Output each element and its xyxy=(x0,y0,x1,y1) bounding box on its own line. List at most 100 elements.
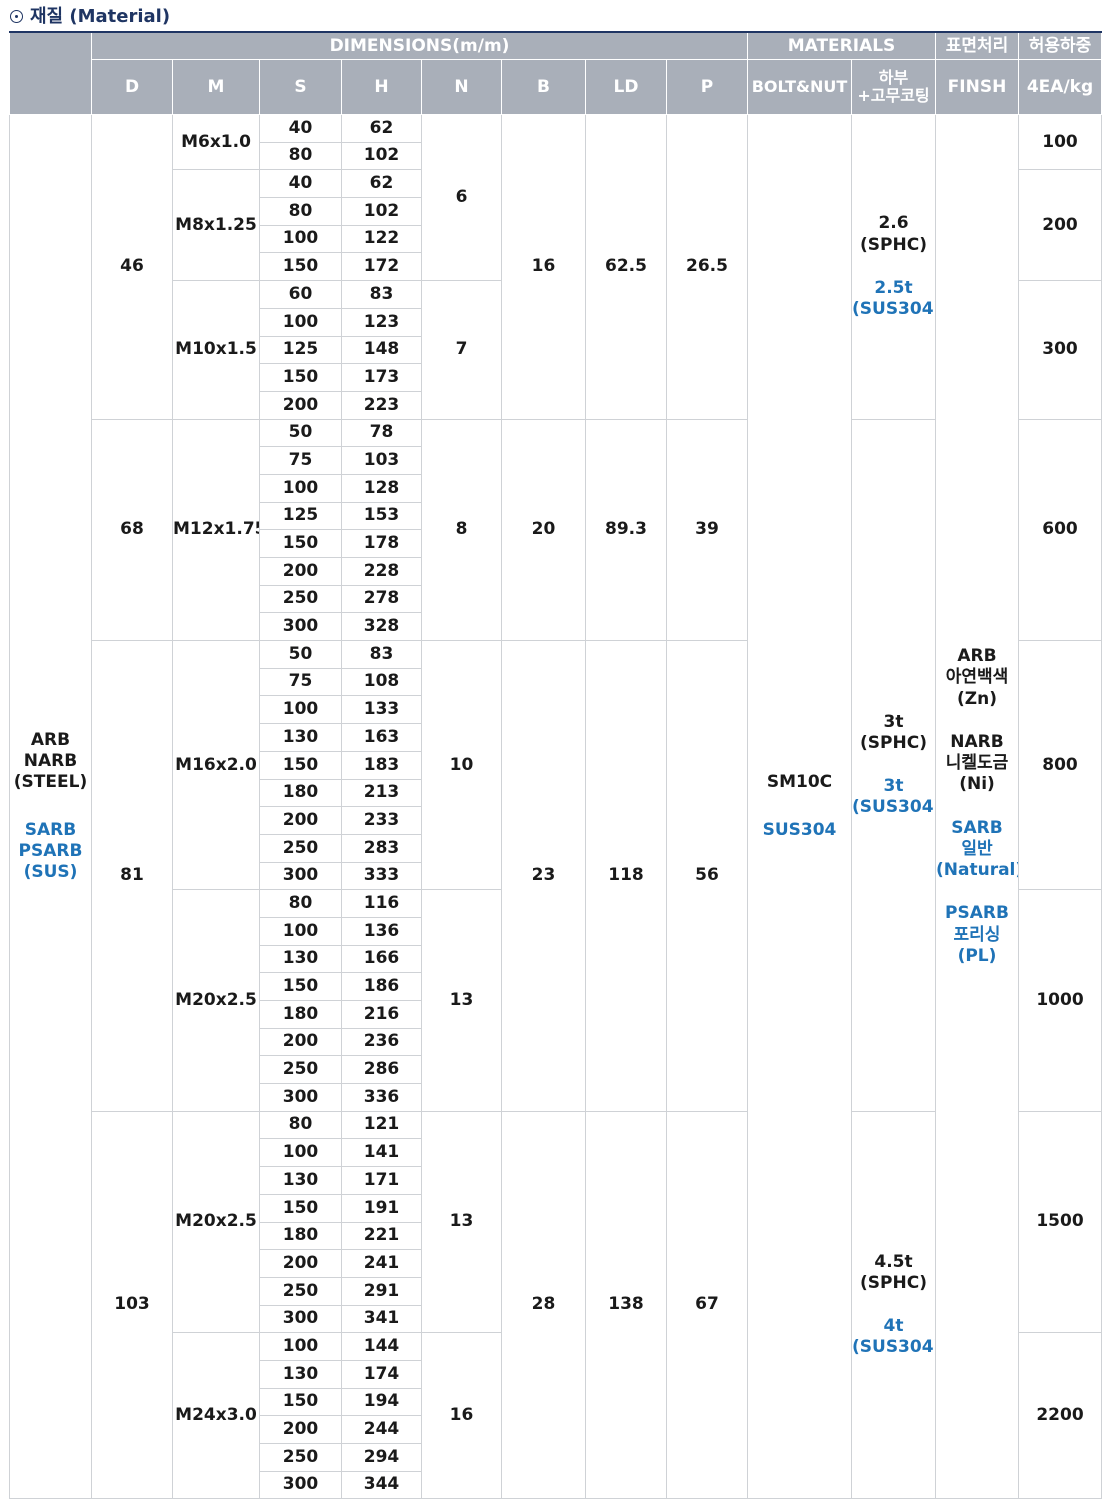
load-cell: 800 xyxy=(1018,640,1102,891)
table-row: 75 108 xyxy=(10,667,1102,697)
header-finish: FINSH xyxy=(935,59,1019,115)
table-row: 68 M12x1.75 50 78 8 20 89.3 39 3t (SPHC) 3t (SUS304… xyxy=(10,418,1102,1112)
finish-arb-line: 아연백색 xyxy=(945,667,1009,688)
s-cell: 75 xyxy=(259,667,342,697)
n-cell: 6 xyxy=(421,113,502,282)
s-cell: 80 xyxy=(259,197,342,226)
load-cell: 600 xyxy=(1018,418,1102,642)
finish-psarb-line: PSARB xyxy=(945,903,1009,924)
n-cell: 8 xyxy=(421,418,502,642)
model-sus-line: SARB xyxy=(24,819,77,840)
s-cell: 200 xyxy=(259,1415,342,1444)
h-cell: 141 xyxy=(341,1138,422,1168)
bottom-steel-line: 3t xyxy=(883,711,904,732)
bottom-sus-line: (SUS304) xyxy=(852,797,936,818)
s-cell: 130 xyxy=(259,1359,342,1389)
s-cell: 40 xyxy=(259,114,342,143)
h-cell: 128 xyxy=(341,473,422,503)
finish-psarb-line: 포리싱 xyxy=(953,924,1001,945)
table-row: 100 133 xyxy=(10,695,1102,725)
s-cell: 250 xyxy=(259,584,342,614)
h-cell: 153 xyxy=(341,501,422,531)
table-row: 150 172 xyxy=(10,252,1102,282)
h-cell: 83 xyxy=(341,280,422,309)
table-row: 130 163 xyxy=(10,723,1102,752)
finish-narb-line: 니켈도금 xyxy=(945,753,1009,774)
s-cell: 200 xyxy=(259,1249,342,1278)
bottom-steel-line: 2.6 xyxy=(878,213,909,234)
bottom-cell: 4.5t (SPHC) 4t (SUS304) xyxy=(851,1110,936,1500)
bolt-nut-steel: SM10C xyxy=(766,772,833,793)
n-cell: 10 xyxy=(421,640,502,891)
d-cell: 103 xyxy=(91,1110,173,1500)
m-cell: M8x1.25 xyxy=(172,169,260,282)
h-cell: 228 xyxy=(341,557,422,586)
h-cell: 133 xyxy=(341,695,422,725)
table-row: 250 283 xyxy=(10,833,1102,863)
table-row: ARB NARB (STEEL) SARB PSARB (SUS) 46 M6x1.0 40 62… xyxy=(9,113,1102,1500)
h-cell: 108 xyxy=(341,667,422,697)
m-cell: M6x1.0 xyxy=(172,113,260,171)
h-cell: 102 xyxy=(341,197,422,226)
s-cell: 150 xyxy=(259,750,342,780)
h-cell: 148 xyxy=(341,335,422,365)
s-cell: 300 xyxy=(259,1304,342,1334)
s-cell: 150 xyxy=(259,1193,342,1223)
h-cell: 102 xyxy=(341,141,422,171)
finish-narb-line: (Ni) xyxy=(959,774,995,795)
s-cell: 130 xyxy=(259,723,342,752)
table-row: 200 241 xyxy=(10,1249,1102,1278)
s-cell: 150 xyxy=(259,529,342,558)
header-model-blank xyxy=(9,31,92,115)
bottom-steel-line: (SPHC) xyxy=(860,234,927,255)
h-cell: 223 xyxy=(341,390,422,420)
table-row: 125 153 xyxy=(10,501,1102,531)
table-row: 80 102 xyxy=(10,141,1102,171)
spec-table: DIMENSIONS(m/m) MATERIALS 표면처리 허용하중 D M … xyxy=(9,31,1102,1500)
bottom-cell: 2.6 (SPHC) 2.5t (SUS304) xyxy=(851,114,936,420)
table-row: 150 191 xyxy=(10,1193,1102,1223)
p-cell: 67 xyxy=(666,1110,748,1500)
b-cell: 20 xyxy=(501,418,586,642)
h-cell: 174 xyxy=(341,1359,422,1389)
model-sus-line: (SUS) xyxy=(23,862,78,883)
bottom-sus-line: 3t xyxy=(883,776,904,797)
h-cell: 244 xyxy=(341,1415,422,1444)
model-sus-line: PSARB xyxy=(18,840,83,861)
bottom-cell: 3t (SPHC) 3t (SUS304) xyxy=(851,418,936,1112)
s-cell: 300 xyxy=(259,861,342,891)
s-cell: 150 xyxy=(259,363,342,392)
table-row: 81 M16x2.0 50 83 10 23 118 56 800 xyxy=(10,640,1102,1112)
h-cell: 291 xyxy=(341,1276,422,1306)
h-cell: 144 xyxy=(341,1332,422,1361)
h-cell: 183 xyxy=(341,750,422,780)
s-cell: 150 xyxy=(259,1387,342,1417)
s-cell: 50 xyxy=(259,640,342,669)
bottom-steel-line: (SPHC) xyxy=(860,1272,927,1293)
load-cell: 100 xyxy=(1018,113,1102,171)
b-cell: 16 xyxy=(501,114,586,420)
s-cell: 150 xyxy=(259,972,342,1001)
header-ld: LD xyxy=(585,59,667,115)
h-cell: 328 xyxy=(341,612,422,642)
table-row: 300 328 xyxy=(10,612,1102,642)
model-steel-line: ARB xyxy=(30,729,71,750)
finish-sarb-line: 일반 xyxy=(961,838,993,859)
s-cell: 300 xyxy=(259,612,342,642)
s-cell: 130 xyxy=(259,1166,342,1195)
s-cell: 250 xyxy=(259,1443,342,1472)
table-row: 130 166 xyxy=(10,944,1102,974)
header-dimensions: DIMENSIONS(m/m) xyxy=(91,31,748,60)
h-cell: 172 xyxy=(341,252,422,282)
table-body: ARB NARB (STEEL) SARB PSARB (SUS) 46 M6x1.0 40 62… xyxy=(9,113,1102,1500)
h-cell: 122 xyxy=(341,224,422,254)
header-materials: MATERIALS xyxy=(747,31,936,60)
p-cell: 26.5 xyxy=(666,114,748,420)
table-row: 250 278 xyxy=(10,584,1102,614)
m-cell: M20x2.5 xyxy=(172,889,260,1112)
table-row: 103 M20x2.5 80 121 13 28 138 67 4.5t (SPHC) 4t (SUS… xyxy=(10,1110,1102,1500)
table-row: 150 194 xyxy=(10,1387,1102,1417)
h-cell: 123 xyxy=(341,307,422,337)
h-cell: 62 xyxy=(341,114,422,143)
s-cell: 60 xyxy=(259,280,342,309)
